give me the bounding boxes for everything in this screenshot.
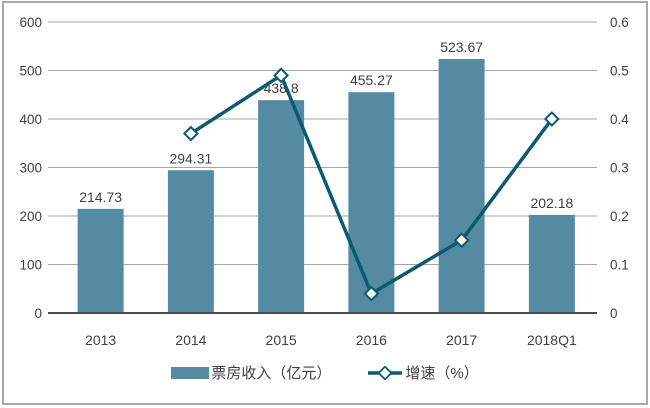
- right-axis-tick-label: 0.2: [610, 209, 629, 224]
- right-axis-tick-label: 0.4: [610, 112, 629, 127]
- bar-2013: [77, 208, 124, 313]
- bar-2015: [258, 100, 305, 313]
- right-axis-tick-label: 0.5: [610, 64, 629, 79]
- right-axis-tick-label: 0.3: [610, 161, 629, 176]
- bar-2018Q1: [528, 214, 575, 313]
- legend-item-revenue: 票房收入（亿元）: [171, 362, 331, 383]
- left-axis-tick-label: 300: [19, 161, 42, 176]
- right-axis-tick-label: 0: [610, 306, 618, 321]
- x-axis-category-label: 2013: [85, 332, 116, 348]
- legend-label-revenue: 票房收入（亿元）: [211, 365, 332, 382]
- legend-item-growth: 增速（%）: [367, 362, 479, 383]
- legend: 票房收入（亿元） 增速（%）: [0, 362, 650, 383]
- bar-series-swatch-icon: [171, 366, 210, 379]
- diamond-marker-icon: [453, 232, 470, 249]
- bar-2014: [167, 170, 214, 313]
- bar-value-label: 438.8: [264, 80, 299, 96]
- line-series-swatch-icon: [368, 365, 403, 380]
- bar-value-label: 214.73: [79, 189, 122, 205]
- left-axis-tick-label: 200: [19, 209, 42, 224]
- left-axis-tick-label: 0: [34, 306, 42, 321]
- left-axis-tick-label: 500: [19, 64, 42, 79]
- right-axis-tick-label: 0.1: [610, 258, 629, 273]
- bar-value-label: 523.67: [440, 39, 483, 55]
- diamond-marker-icon: [543, 111, 560, 127]
- x-axis-category-label: 2018Q1: [527, 332, 577, 348]
- bar-value-label: 455.27: [350, 72, 393, 88]
- x-axis-category-label: 2014: [175, 332, 206, 348]
- left-axis-tick-label: 100: [19, 258, 42, 273]
- x-axis-category-label: 2017: [446, 332, 477, 348]
- bar-value-label: 294.31: [169, 150, 212, 166]
- right-axis-tick-label: 0.6: [610, 15, 629, 30]
- left-axis-tick-label: 600: [19, 15, 42, 30]
- diamond-marker-icon: [182, 125, 199, 142]
- legend-label-growth: 增速（%）: [405, 365, 479, 382]
- x-axis-category-label: 2015: [266, 332, 297, 348]
- diamond-marker-icon: [273, 67, 290, 84]
- left-axis-tick-label: 400: [19, 112, 42, 127]
- diamond-marker-icon: [363, 285, 380, 302]
- x-axis-category-label: 2016: [356, 332, 387, 348]
- bar-value-label: 202.18: [530, 195, 573, 211]
- bar-2016: [348, 92, 395, 313]
- bar-2017: [438, 59, 485, 313]
